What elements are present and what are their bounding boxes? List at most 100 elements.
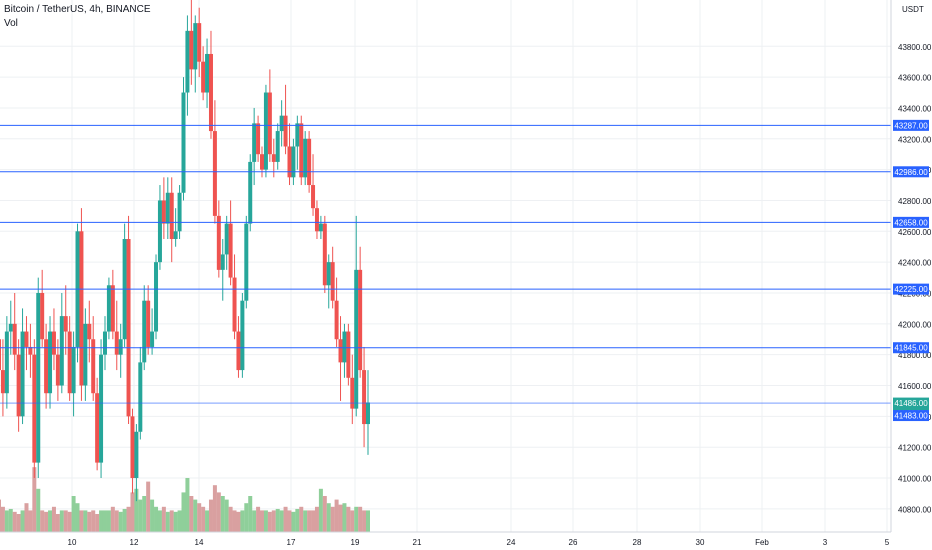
candlestick-series xyxy=(0,0,370,502)
candle-body xyxy=(334,300,339,340)
level-price-label: 43287.00 xyxy=(894,121,928,130)
candle-body xyxy=(181,92,186,193)
volume-bar xyxy=(334,499,339,532)
candle-body xyxy=(271,154,276,162)
candle-body xyxy=(16,354,21,417)
volume-bar xyxy=(118,511,123,532)
volume-bar xyxy=(110,506,115,532)
volume-bar xyxy=(130,492,135,532)
candle-body xyxy=(83,323,88,386)
volume-bar xyxy=(20,510,25,532)
volume-bar xyxy=(267,511,272,532)
candle-body xyxy=(169,192,174,240)
volume-bar xyxy=(24,503,29,532)
volume-bar xyxy=(358,506,363,532)
time-tick-label: 26 xyxy=(569,538,578,547)
volume-bar xyxy=(326,503,331,532)
volume-bar xyxy=(59,510,64,532)
volume-bar xyxy=(12,511,17,532)
candle-body xyxy=(224,223,229,255)
price-tick-label: 42600.00 xyxy=(898,228,932,237)
volume-bar xyxy=(248,496,253,532)
volume-bar xyxy=(260,510,265,532)
candle-body xyxy=(154,262,159,332)
time-tick-label: 21 xyxy=(413,538,422,547)
horizontal-level-lines[interactable] xyxy=(0,124,891,404)
volume-bar xyxy=(338,504,343,532)
volume-bar xyxy=(63,510,68,532)
time-tick-label: 28 xyxy=(633,538,642,547)
price-tick-label: 40800.00 xyxy=(898,505,932,514)
candle-body xyxy=(48,331,53,394)
marker-price-label: 41483.00 xyxy=(894,412,928,421)
candle-body xyxy=(28,346,33,355)
volume-bar xyxy=(256,506,261,532)
volume-bar xyxy=(91,510,96,532)
candle-body xyxy=(358,269,363,371)
candle-body xyxy=(51,331,56,355)
candle-body xyxy=(20,331,25,417)
time-tick-label: 24 xyxy=(507,538,516,547)
candle-body xyxy=(32,354,37,463)
volume-bar xyxy=(197,503,202,532)
candle-body xyxy=(228,223,233,278)
candle-body xyxy=(185,30,190,93)
volume-bar xyxy=(122,508,127,532)
volume-bar xyxy=(283,506,288,532)
price-scale[interactable]: 43800.0043600.0043400.0043200.0043000.00… xyxy=(890,0,932,532)
volume-bar xyxy=(193,499,198,532)
volume-indicator-label[interactable]: Vol xyxy=(4,18,18,29)
candle-body xyxy=(177,192,182,232)
candle-body xyxy=(0,370,5,394)
time-scale[interactable]: 10 12 14 17 19 21 24 26 28 30 Feb 3 5 xyxy=(0,531,891,547)
candle-body xyxy=(244,223,249,301)
volume-bar xyxy=(48,510,53,532)
candle-body xyxy=(189,30,194,70)
candle-body xyxy=(55,354,60,386)
candle-body xyxy=(106,285,111,332)
volume-bar xyxy=(220,496,225,532)
volume-bar xyxy=(212,485,217,532)
candle-body xyxy=(307,138,312,186)
candle-body xyxy=(142,300,147,363)
level-price-label: 42225.00 xyxy=(894,285,928,294)
candle-body xyxy=(279,115,284,132)
level-price-label: 41845.00 xyxy=(894,344,928,353)
volume-bar xyxy=(75,503,80,532)
volume-bar xyxy=(350,510,355,532)
level-price-label-bg xyxy=(893,119,929,131)
candle-body xyxy=(201,61,206,93)
candle-body xyxy=(291,146,296,178)
volume-bar xyxy=(8,508,13,532)
volume-bar xyxy=(208,499,213,532)
time-tick-label: 19 xyxy=(351,538,360,547)
currency-label[interactable]: USDT xyxy=(902,5,924,14)
candle-body xyxy=(342,331,347,363)
volume-bar xyxy=(161,506,166,532)
candle-body xyxy=(267,92,272,155)
candle-body xyxy=(36,292,41,463)
candle-body xyxy=(110,285,115,332)
candle-body xyxy=(216,215,221,270)
volume-bar xyxy=(205,510,210,532)
volume-bar xyxy=(134,488,139,532)
candle-body xyxy=(311,185,316,209)
volume-bar xyxy=(295,508,300,532)
candle-body xyxy=(197,23,202,62)
candle-body xyxy=(248,161,253,224)
candle-body xyxy=(12,323,17,355)
candle-body xyxy=(275,131,280,162)
volume-bar xyxy=(146,481,151,532)
candle-body xyxy=(220,254,225,270)
symbol-title[interactable]: Bitcoin / TetherUS, 4h, BINANCE xyxy=(4,4,151,15)
volume-bar xyxy=(16,514,21,532)
level-price-label: 42986.00 xyxy=(894,168,928,177)
volume-bar xyxy=(95,514,100,532)
candle-body xyxy=(299,123,304,178)
time-tick-label: 14 xyxy=(195,538,204,547)
time-tick-label: 30 xyxy=(696,538,705,547)
level-price-label: 42658.00 xyxy=(894,218,928,227)
volume-bar xyxy=(0,499,1,532)
time-tick-label: Feb xyxy=(755,538,769,547)
